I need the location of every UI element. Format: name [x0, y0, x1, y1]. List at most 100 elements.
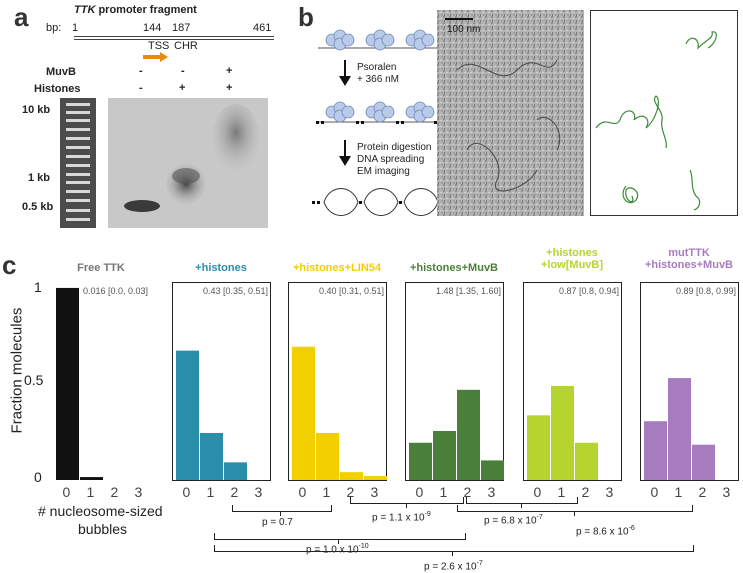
bp-pos-1: 1: [72, 22, 79, 34]
histogram-panel: [172, 282, 271, 481]
xtick-label: 0: [182, 484, 191, 500]
panel-title: mutTTK +histones+MuvB: [644, 247, 734, 271]
step2-line1: Protein digestion: [357, 142, 432, 153]
xtick-label: 2: [581, 484, 590, 500]
promoter-title-rest: promoter fragment: [95, 4, 197, 16]
tss-label: TSS: [148, 40, 170, 52]
stat-annotation: 1.48 [1.35, 1.60]: [435, 286, 501, 296]
panel-a-letter: a: [14, 2, 29, 32]
lane3-muvb-sign: +: [226, 65, 233, 77]
histogram-panel: [52, 282, 151, 481]
marker-1kb: 1 kb: [28, 172, 51, 184]
lane2-muvb-sign: -: [181, 65, 185, 77]
xtick-label: 0: [62, 484, 71, 500]
step2-line3: EM imaging: [357, 166, 410, 177]
xtick-label: 1: [439, 484, 448, 500]
bracket-p07-tick: [280, 511, 281, 516]
bar: [433, 431, 456, 480]
xtick-label: 1: [674, 484, 683, 500]
bar: [409, 442, 432, 480]
histogram-panel: [640, 282, 739, 481]
panel-title: +histones: [195, 262, 247, 274]
marker-10kb: 10 kb: [22, 104, 51, 116]
xtick-label: 2: [698, 484, 707, 500]
step-arrow-1: [339, 60, 351, 86]
bar: [316, 432, 339, 480]
pval-07: p = 0.7: [262, 517, 293, 528]
row-label-muvb: MuvB: [46, 66, 76, 78]
em-micrograph: [437, 10, 584, 216]
bar: [176, 350, 199, 480]
bar: [644, 421, 667, 480]
pval-68e7: p = 6.8 x 10-7: [484, 514, 543, 526]
bracket-p26e7-tick: [452, 551, 453, 556]
bracket-p1e10: [214, 533, 466, 540]
tss-arrow-icon: [143, 52, 168, 62]
panel-title: +histones +low[MuvB]: [540, 247, 604, 271]
histogram-panel: [288, 282, 387, 481]
ytick-0: 0: [34, 469, 42, 485]
xtick-label: 0: [415, 484, 424, 500]
gel-image: [108, 98, 268, 228]
bracket-p1e9: [350, 497, 464, 504]
bar: [668, 378, 691, 480]
bar: [551, 385, 574, 480]
lane1-histone-sign: -: [139, 82, 143, 94]
bracket-p86e6-tick: [574, 511, 575, 516]
xtick-label: 3: [605, 484, 614, 500]
stat-annotation: 0.43 [0.35, 0.51]: [202, 286, 268, 296]
histogram-panel: [523, 282, 622, 481]
bar: [200, 432, 223, 480]
bracket-p07: [232, 505, 332, 512]
pval-26e7-base: p = 2.6 x 10: [424, 561, 477, 573]
promoter-title: TTK promoter fragment: [74, 4, 197, 16]
bp-label: bp:: [46, 22, 62, 34]
ytick-1: 1: [34, 279, 42, 295]
xtick-label: 2: [230, 484, 239, 500]
bp-pos-461: 461: [253, 22, 272, 34]
pval-68e7-base: p = 6.8 x 10: [484, 515, 537, 527]
xtick-label: 0: [533, 484, 542, 500]
xtick-label: 2: [463, 484, 472, 500]
bar: [224, 462, 247, 480]
xtick-label: 0: [650, 484, 659, 500]
pval-86e6: p = 8.6 x 10-6: [576, 525, 635, 537]
xtick-label: 3: [487, 484, 496, 500]
bar: [527, 415, 550, 480]
bar: [56, 287, 79, 480]
step1-line2: + 366 nM: [357, 74, 399, 85]
bracket-p68e7: [466, 497, 578, 504]
xtick-label: 2: [346, 484, 355, 500]
pval-1e9-base: p = 1.1 x 10: [372, 512, 425, 524]
y-axis-label: Fraction molecules: [8, 307, 26, 434]
bar: [457, 389, 480, 480]
stat-annotation: 0.87 [0.8, 0.94]: [558, 286, 619, 296]
promoter-gene: TTK: [74, 4, 96, 16]
bar: [692, 444, 715, 480]
xtick-label: 1: [206, 484, 215, 500]
xtick-label: 3: [254, 484, 263, 500]
pval-1e10: p = 1.0 x 10-10: [306, 543, 369, 555]
pval-26e7: p = 2.6 x 10-7: [424, 560, 483, 572]
pval-26e7-exp: -7: [476, 560, 483, 567]
bar: [481, 460, 504, 480]
x-axis-label-line2: bubbles: [78, 521, 128, 537]
nucleosome-schematic-1: [318, 29, 442, 51]
stat-annotation: 0.40 [0.31, 0.51]: [318, 286, 384, 296]
bar: [575, 442, 598, 480]
bar: [340, 472, 363, 480]
bracket-p86e6: [457, 505, 693, 512]
lane3-histone-sign: +: [226, 82, 233, 94]
bar: [364, 476, 387, 480]
pval-86e6-base: p = 8.6 x 10: [576, 526, 629, 538]
pval-68e7-exp: -7: [536, 514, 543, 521]
xtick-label: 2: [110, 484, 119, 500]
stat-annotation: 0.016 [0.0, 0.03]: [82, 286, 148, 296]
bracket-p1e9-tick: [406, 503, 407, 508]
row-label-histones: Histones: [34, 83, 81, 95]
pval-86e6-exp: -6: [628, 525, 635, 532]
lane1-muvb-sign: -: [139, 65, 143, 77]
bracket-p1e10-tick: [338, 539, 339, 544]
bp-pos-144: 144: [143, 22, 162, 34]
ladder-gel-image: [60, 98, 96, 228]
